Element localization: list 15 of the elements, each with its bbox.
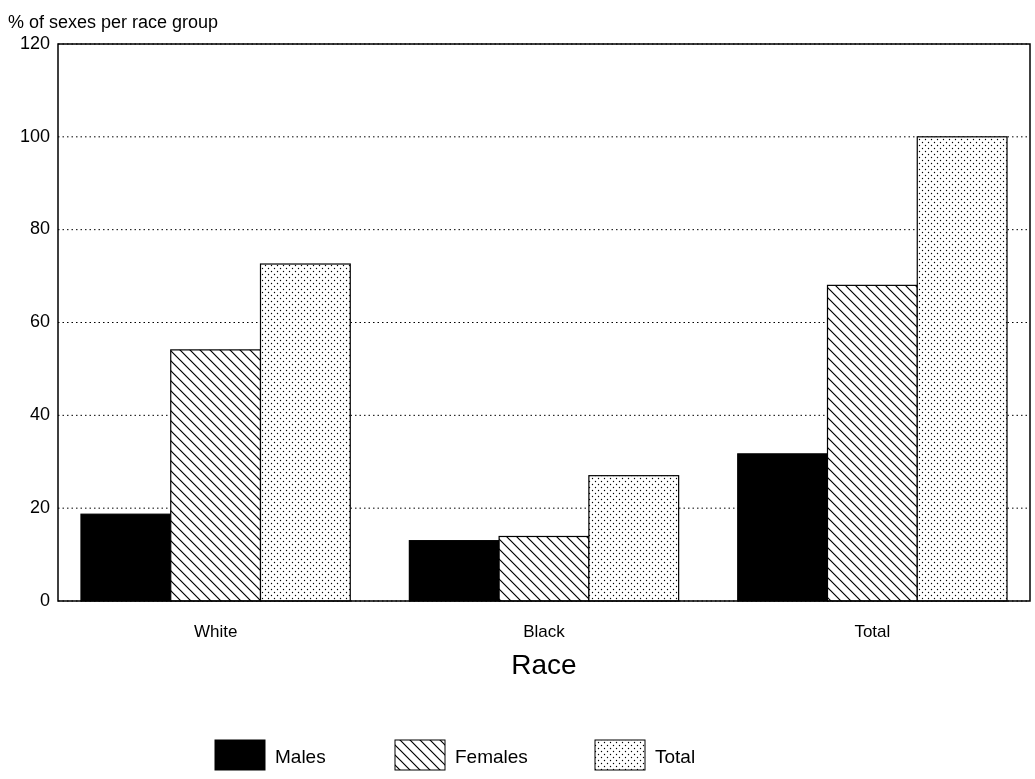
x-axis-title: Race xyxy=(511,649,577,680)
y-tick-label: 100 xyxy=(19,125,50,146)
legend-label: Males xyxy=(275,746,326,767)
y-tick-label: 20 xyxy=(29,496,50,517)
y-tick-label: 40 xyxy=(29,404,50,425)
legend-label: Females xyxy=(455,746,528,767)
y-tick-label: 60 xyxy=(29,311,50,332)
y-tick-label: 80 xyxy=(29,218,50,239)
x-tick-label: Total xyxy=(854,622,891,641)
x-tick-label: White xyxy=(193,622,238,641)
legend-label: Total xyxy=(655,746,696,767)
y-axis-title: % of sexes per race group xyxy=(8,12,219,32)
y-tick-label: 0 xyxy=(39,589,50,610)
x-tick-label: Black xyxy=(523,622,566,641)
y-tick-label: 120 xyxy=(19,32,50,53)
